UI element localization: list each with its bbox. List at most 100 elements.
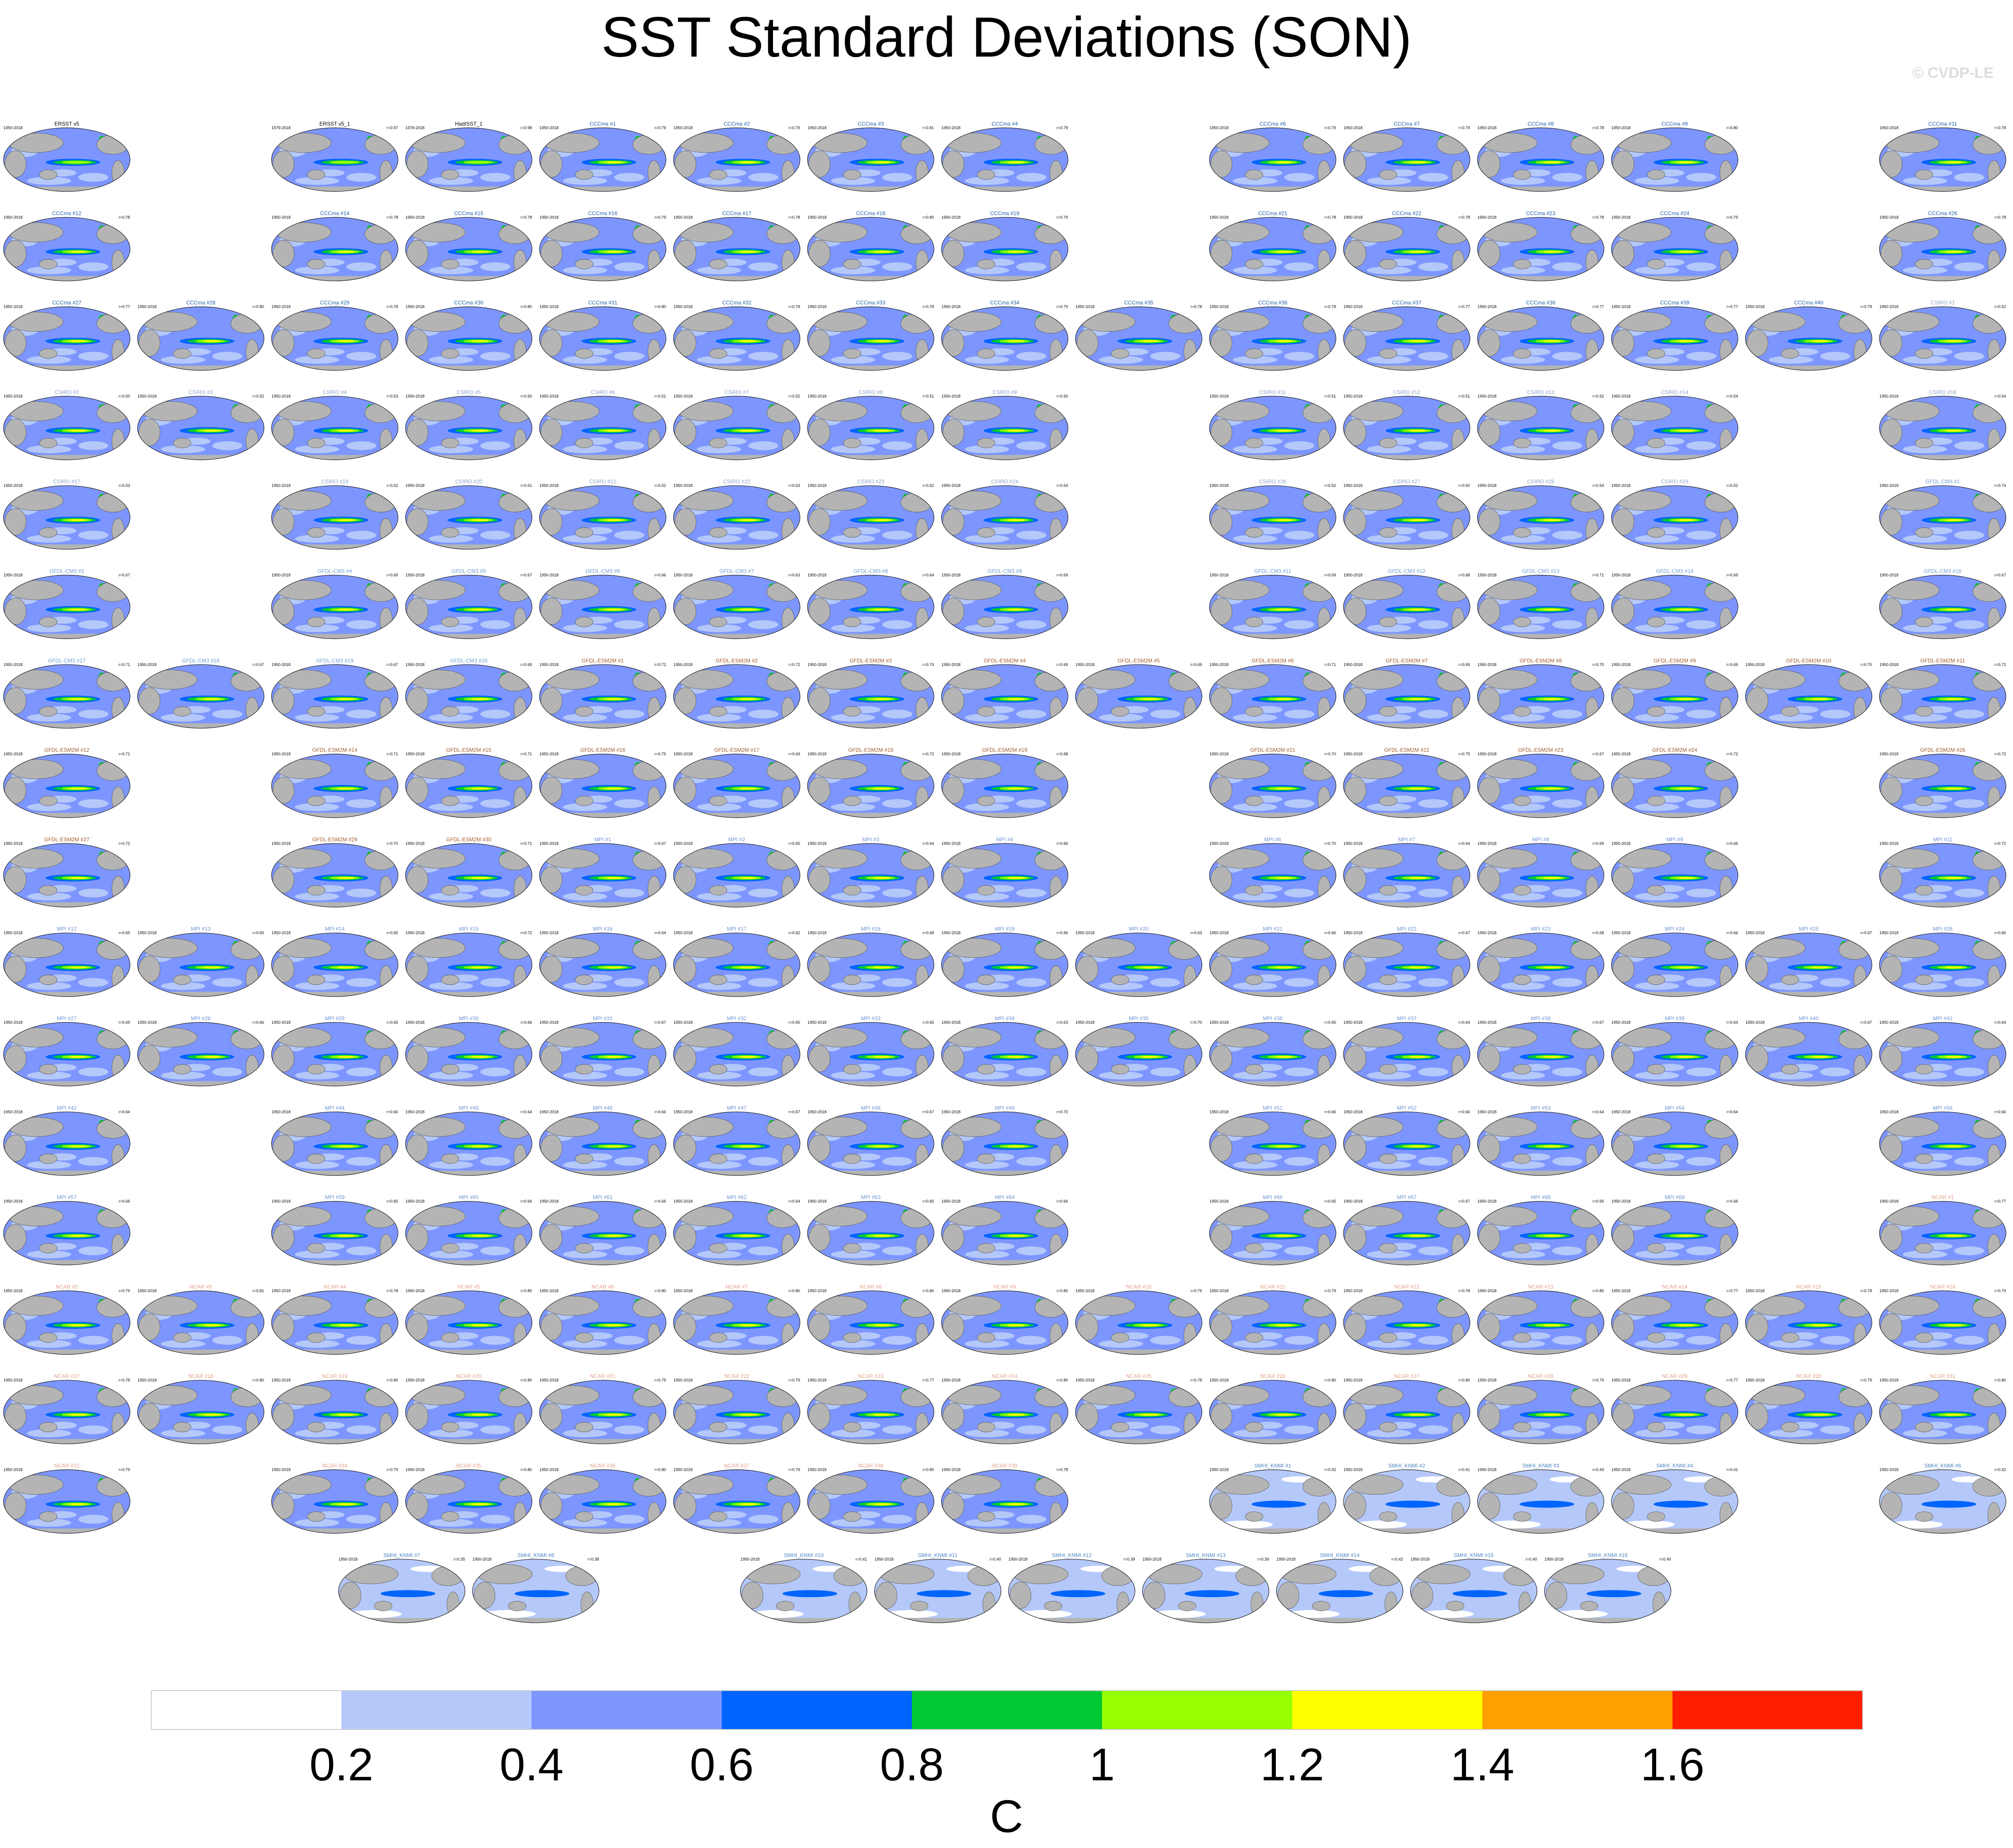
low-variance-patch [212, 1335, 242, 1345]
panel-correlation: r=0.67 [520, 573, 532, 578]
enso-band [1275, 966, 1293, 968]
land-antarctica [272, 1081, 398, 1086]
panel-correlation: r=0.79 [1056, 305, 1068, 309]
panel-correlation: r=0.79 [654, 126, 666, 130]
land-africa [674, 419, 697, 446]
panel-title: NCAR #23 [858, 1373, 884, 1379]
land-south-america [1719, 429, 1733, 454]
enso-band [69, 698, 87, 700]
land-antarctica [807, 1528, 934, 1534]
land-eurasia [1482, 133, 1538, 153]
low-variance-patch [1903, 713, 1947, 722]
enso-band [1677, 429, 1695, 432]
land-antarctica [674, 1081, 800, 1086]
enso-band [1921, 1500, 1976, 1508]
panel-correlation: r=0.77 [922, 1378, 934, 1382]
enso-band [1141, 340, 1159, 342]
land-africa [1344, 687, 1366, 715]
low-variance-patch [882, 978, 912, 987]
map-border [1209, 127, 1336, 192]
panel-title: NCAR #27 [1394, 1373, 1420, 1379]
low-variance-patch [1501, 177, 1545, 185]
low-variance-patch [295, 892, 339, 901]
panel-title: SMHI_KNMI #10 [784, 1552, 823, 1558]
panel-correlation: r=0.52 [1324, 483, 1336, 488]
panel-correlation: r=0.64 [922, 841, 934, 846]
land-south-america [1719, 1234, 1733, 1259]
panel-correlation: r=0.69 [1592, 841, 1604, 846]
panel-title: GFDL-CM3 #16 [1924, 568, 1962, 574]
panel-correlation: r=0.69 [1726, 662, 1738, 667]
land-south-america [245, 1055, 259, 1080]
low-variance-patch [1903, 356, 1947, 364]
enso-band [739, 877, 757, 879]
panel-title: CCCma #12 [52, 210, 81, 216]
enso-band [1007, 251, 1025, 253]
panel-period: 1950-2018 [1477, 126, 1496, 130]
land-south-america [1987, 697, 2001, 723]
panel-correlation: r=0.79 [1860, 305, 1872, 309]
land-south-america [1049, 1412, 1063, 1438]
land-antarctica [674, 365, 800, 371]
land-south-america [1451, 965, 1465, 991]
sea-ice-patch [1420, 1610, 1474, 1618]
panel-correlation: r=0.78 [1056, 1468, 1068, 1472]
land-australia [39, 1243, 57, 1254]
land-south-america [781, 339, 795, 364]
enso-band [1275, 161, 1293, 163]
land-africa [1344, 329, 1366, 356]
panel-correlation: r=0.80 [654, 1468, 666, 1472]
panel-title: GFDL-CM3 #5 [452, 568, 486, 574]
low-variance-patch [831, 266, 875, 275]
panel-title: HadISST_1 [455, 121, 482, 127]
panel-correlation: r=0.78 [119, 215, 130, 219]
enso-band [605, 1235, 623, 1237]
land-eurasia [812, 1385, 868, 1405]
low-variance-patch [547, 1604, 578, 1613]
land-australia [575, 885, 593, 895]
enso-band [1811, 1324, 1829, 1326]
low-variance-patch [429, 177, 473, 185]
land-australia [1245, 1153, 1263, 1164]
land-south-america [1183, 697, 1197, 723]
land-africa [138, 1313, 161, 1341]
low-variance-patch [1635, 713, 1679, 722]
enso-band [1007, 788, 1025, 790]
low-variance-patch [1552, 441, 1582, 450]
land-africa [674, 329, 697, 356]
low-variance-patch [1686, 262, 1716, 272]
land-antarctica [1343, 1171, 1470, 1176]
enso-band [471, 1414, 489, 1416]
land-antarctica [807, 365, 934, 371]
land-antarctica [1477, 276, 1604, 281]
low-variance-patch [748, 709, 778, 719]
panel-title: CCCma #8 [1527, 121, 1554, 127]
land-antarctica [1611, 455, 1738, 460]
land-south-america [111, 1144, 125, 1170]
land-africa [1612, 777, 1634, 804]
land-antarctica [941, 455, 1068, 460]
low-variance-patch [1954, 799, 1984, 808]
low-variance-patch [1686, 1067, 1716, 1076]
low-variance-patch [1284, 888, 1314, 898]
panel-correlation: r=0.50 [1458, 483, 1470, 488]
land-eurasia [1884, 222, 1940, 242]
land-africa [1880, 1045, 1902, 1072]
panel-correlation: r=0.80 [1994, 1378, 2006, 1382]
land-antarctica [272, 813, 398, 818]
enso-band [471, 1235, 489, 1237]
panel-title: CCCma #33 [856, 300, 885, 306]
land-south-america [647, 160, 661, 186]
land-eurasia [410, 1206, 466, 1227]
panel-title: GFDL-ESM2M #16 [580, 747, 625, 753]
map-border [807, 485, 934, 550]
